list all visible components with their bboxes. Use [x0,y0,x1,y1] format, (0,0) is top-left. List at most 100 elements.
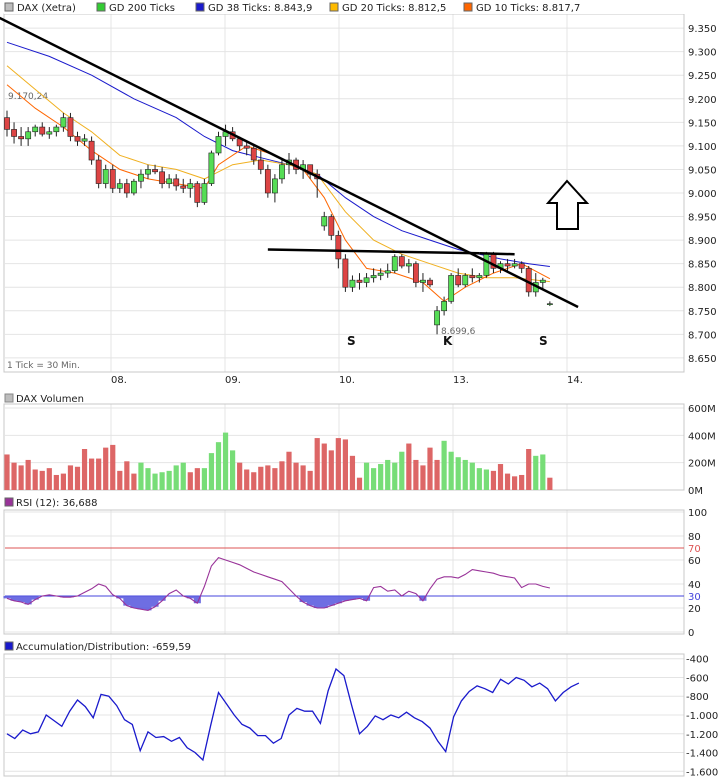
volume-bar-58 [413,459,419,490]
price-tick-label-6: 9.050 [688,165,717,176]
panel-frames [3,1,724,777]
volume-bar-5 [39,470,45,490]
candle-body-47 [335,235,342,260]
volume-bar-54 [385,459,391,490]
ad-tick-label-3: -1.000 [686,711,718,722]
candle-body-65 [462,275,469,286]
candle-body-1 [11,129,17,137]
candle-body-35 [250,147,257,161]
volume-bar-35 [251,472,257,490]
pattern-head: K [443,334,453,348]
price-tick-label-7: 9.000 [688,189,717,200]
candle-body-48 [342,258,349,288]
volume-bar-67 [476,468,482,490]
volume-bar-17 [124,461,130,490]
candle-body-49 [349,279,356,288]
candle-body-38 [271,178,278,194]
candle-body-10 [74,136,81,142]
rsi-series [3,547,684,611]
volume-tick-label-0: 600M [688,404,716,415]
volume-bar-53 [378,464,384,490]
candle-body-25 [180,185,187,189]
volume-bar-69 [490,470,497,490]
rsi-legend: RSI (12): 36,688 [4,497,98,509]
ma20-line [6,65,550,283]
candle-body-0 [4,117,10,130]
volume-bar-25 [180,462,186,490]
candle-body-26 [187,183,194,189]
volume-tick-label-3: 0M [688,486,703,497]
candle-body-51 [363,277,370,283]
volume-bar-31 [222,432,229,490]
candle-body-22 [159,171,165,184]
volume-title: DAX Volumen [16,394,84,405]
candle-body-19 [138,173,144,182]
trendlines [0,16,579,309]
candle-body-59 [420,279,426,283]
ad-tick-label-6: -1.600 [686,767,718,778]
candle-body-28 [201,183,208,203]
candle-body-7 [53,126,60,133]
volume-bar-28 [201,468,207,490]
candle-body-21 [152,169,158,173]
candle-body-5 [39,126,46,135]
rsi-tick-label-0: 100 [688,508,707,519]
price-tick-label-5: 9.100 [688,142,717,153]
rsi-level-label-1: 30 [688,592,701,603]
volume-tick-label-1: 400M [688,431,716,442]
candle-body-64 [455,275,462,286]
ma38-line [6,41,550,267]
volume-bar-43 [307,470,313,490]
volume-bar-22 [159,472,165,490]
legend-swatch-2 [195,2,205,12]
volume-bar-62 [441,440,447,490]
candle-body-68 [483,253,490,276]
ad-tick-label-4: -1.200 [686,730,718,741]
volume-bar-65 [462,459,468,490]
candle-body-52 [370,275,377,279]
volume-bar-63 [448,451,454,490]
legend-strip [4,1,724,14]
volume-bar-52 [371,468,377,490]
candle-body-6 [46,131,53,135]
high-label: 9.170,24 [8,92,48,102]
volume-bar-15 [110,444,116,490]
candle-body-54 [384,270,391,274]
volume-bar-50 [356,477,363,490]
rsi-oversold-fill [3,596,427,611]
candle-body-39 [279,164,285,180]
volume-bar-20 [145,468,151,490]
candle-body-2 [18,136,24,140]
candle-body-15 [109,169,116,189]
rsi-title: RSI (12): 36,688 [16,498,98,509]
up-arrow-icon [545,179,590,230]
volume-bar-56 [399,451,405,490]
date-tick-label-0: 08. [111,375,127,386]
volume-bar-49 [349,455,356,490]
candle-body-17 [123,183,130,194]
volume-bar-59 [420,465,426,490]
tick-note: 1 Tick = 30 Min. [7,361,80,371]
volume-bar-57 [406,443,412,490]
price-tick-label-13: 8.700 [688,330,717,341]
rsi-tick-label-2: 60 [688,556,701,567]
candle-body-23 [166,178,173,184]
rsi-tick-label-5: 0 [688,628,694,639]
panel-frame-rsi [3,509,685,635]
price-tick-label-12: 8.750 [688,307,717,318]
volume-bar-23 [166,470,172,490]
ad-tick-label-1: -600 [686,673,709,684]
candle-body-14 [102,169,109,184]
candle-body-3 [25,131,32,140]
candle-body-37 [264,169,271,194]
volume-bar-1 [11,462,17,490]
volume-bar-75 [533,455,539,490]
volume-bar-7 [53,474,59,490]
volume-bar-18 [131,473,137,490]
price-tick-label-10: 8.850 [688,260,717,271]
volume-bar-10 [74,466,81,490]
volume-legend-swatch [4,393,14,403]
price-tick-label-2: 9.250 [688,71,717,82]
rsi-level-label-0: 70 [688,544,701,555]
